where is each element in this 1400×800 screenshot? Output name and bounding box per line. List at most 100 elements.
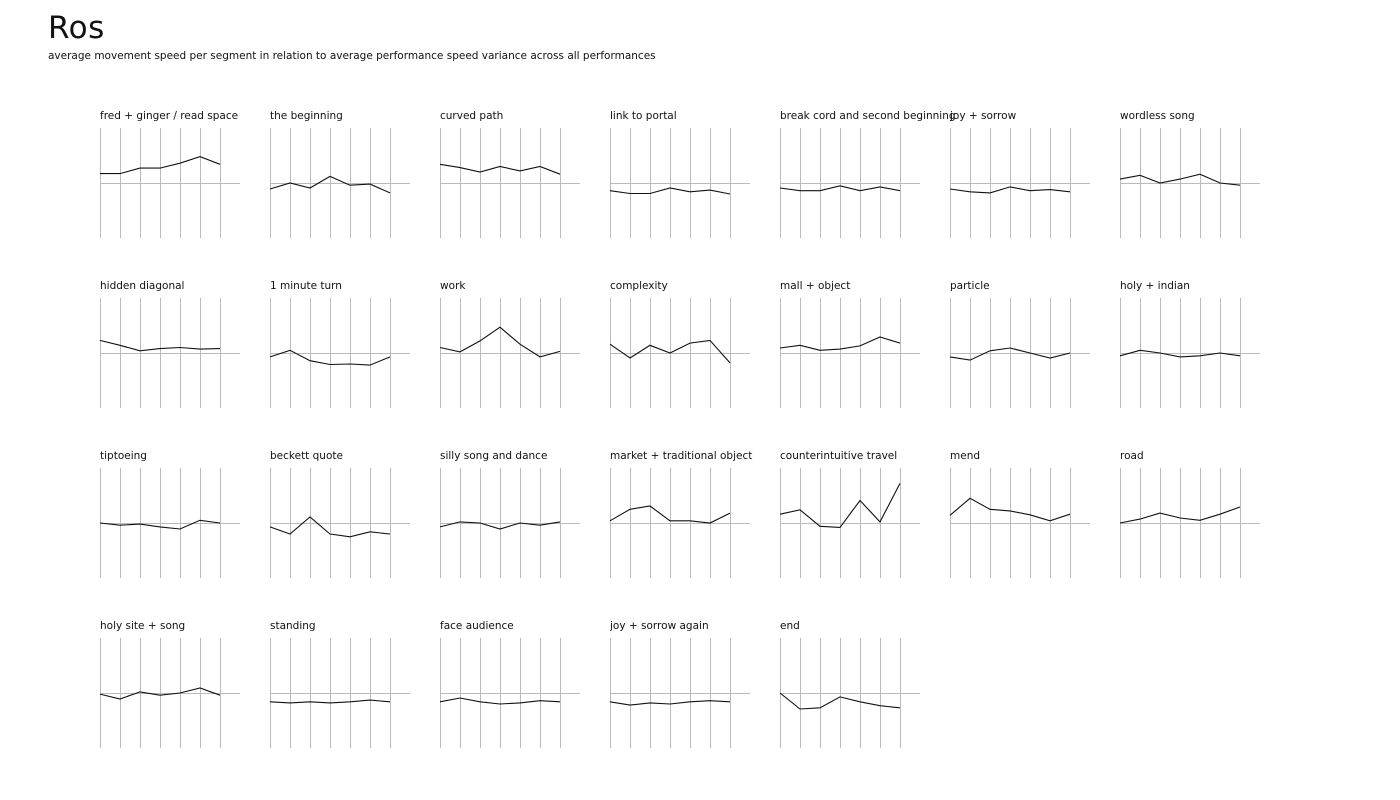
line-chart — [1119, 298, 1260, 408]
chart-title: counterintuitive travel — [780, 450, 898, 462]
chart-panel: the beginning — [269, 110, 440, 250]
line-chart — [949, 128, 1090, 238]
chart-panel: fred + ginger / read space — [100, 110, 270, 250]
line-chart — [609, 468, 750, 578]
series-line — [949, 497, 1071, 522]
chart-title: face audience — [440, 620, 514, 632]
chart-title: beckett quote — [270, 450, 343, 462]
chart-panel: holy site + song — [99, 620, 270, 760]
series-line — [439, 697, 561, 705]
chart-panel: complexity — [609, 280, 780, 420]
line-chart — [609, 638, 750, 748]
line-chart — [269, 298, 410, 408]
chart-title: standing — [270, 620, 316, 632]
chart-panel: standing — [269, 620, 440, 760]
chart-title: work — [440, 280, 466, 292]
series-line — [779, 336, 901, 351]
chart-title: road — [1120, 450, 1144, 462]
chart-panel: joy + sorrow — [949, 110, 1120, 250]
chart-title: market + traditional object — [610, 450, 753, 462]
line-chart — [439, 298, 580, 408]
chart-panel: market + traditional object — [609, 450, 780, 590]
chart-panel: tiptoeing — [99, 450, 270, 590]
series-line — [100, 156, 221, 175]
line-chart — [439, 638, 580, 748]
line-chart — [269, 468, 410, 578]
series-line — [1119, 349, 1241, 358]
series-line — [439, 521, 561, 530]
series-line — [609, 187, 731, 195]
series-line — [269, 349, 391, 366]
chart-panel: curved path — [439, 110, 610, 250]
page-subtitle: average movement speed per segment in re… — [48, 50, 656, 62]
chart-title: curved path — [440, 110, 504, 122]
chart-panel: face audience — [439, 620, 610, 760]
series-line — [779, 692, 901, 710]
series-line — [609, 339, 731, 364]
chart-title: 1 minute turn — [270, 280, 342, 292]
series-line — [779, 185, 901, 192]
series-line — [609, 700, 731, 706]
chart-title: break cord and second beginning — [780, 110, 956, 122]
chart-panel: holy + indian — [1119, 280, 1290, 420]
series-line — [1119, 506, 1241, 524]
chart-title: holy + indian — [1120, 280, 1190, 292]
chart-panel: work — [439, 280, 610, 420]
chart-title: the beginning — [270, 110, 343, 122]
line-chart — [269, 638, 410, 748]
series-line — [99, 519, 221, 530]
chart-title: silly song and dance — [440, 450, 548, 462]
chart-panel: end — [779, 620, 950, 760]
chart-title: link to portal — [610, 110, 677, 122]
line-chart — [779, 638, 920, 748]
chart-panel: break cord and second beginning — [779, 110, 956, 250]
series-line — [269, 516, 391, 538]
series-line — [99, 687, 221, 700]
line-chart — [779, 128, 920, 238]
chart-title: particle — [950, 280, 990, 292]
series-line — [269, 699, 391, 704]
line-chart — [269, 128, 410, 238]
chart-panel: particle — [949, 280, 1120, 420]
line-chart — [99, 638, 240, 748]
chart-title: mall + object — [780, 280, 851, 292]
chart-panel: beckett quote — [269, 450, 440, 590]
chart-title: complexity — [610, 280, 668, 292]
chart-panel: mall + object — [779, 280, 950, 420]
line-chart — [779, 298, 920, 408]
series-line — [779, 483, 901, 528]
series-line — [609, 505, 731, 524]
series-line — [1119, 173, 1241, 186]
line-chart — [609, 128, 750, 238]
line-chart — [609, 298, 750, 408]
chart-title: fred + ginger / read space — [100, 110, 239, 122]
chart-panel: silly song and dance — [439, 450, 610, 590]
chart-panel: joy + sorrow again — [609, 620, 780, 760]
line-chart — [439, 128, 580, 238]
chart-title: joy + sorrow — [950, 110, 1017, 122]
chart-title: tiptoeing — [100, 450, 147, 462]
line-chart — [439, 468, 580, 578]
chart-title: hidden diagonal — [100, 280, 185, 292]
line-chart — [99, 468, 240, 578]
chart-panel: hidden diagonal — [99, 280, 270, 420]
line-chart — [1119, 468, 1260, 578]
series-line — [439, 326, 561, 358]
chart-title: joy + sorrow again — [610, 620, 709, 632]
chart-panel: mend — [949, 450, 1120, 590]
chart-title: wordless song — [1120, 110, 1195, 122]
series-line — [439, 163, 561, 175]
chart-panel: 1 minute turn — [269, 280, 440, 420]
series-line — [949, 186, 1071, 194]
series-line — [99, 339, 221, 352]
line-chart — [779, 468, 920, 578]
line-chart — [1119, 128, 1260, 238]
line-chart — [100, 128, 240, 238]
line-chart — [949, 468, 1090, 578]
page-title: Ros — [48, 10, 105, 46]
line-chart — [949, 298, 1090, 408]
chart-panel: wordless song — [1119, 110, 1290, 250]
chart-title: end — [780, 620, 800, 632]
chart-panel: link to portal — [609, 110, 780, 250]
